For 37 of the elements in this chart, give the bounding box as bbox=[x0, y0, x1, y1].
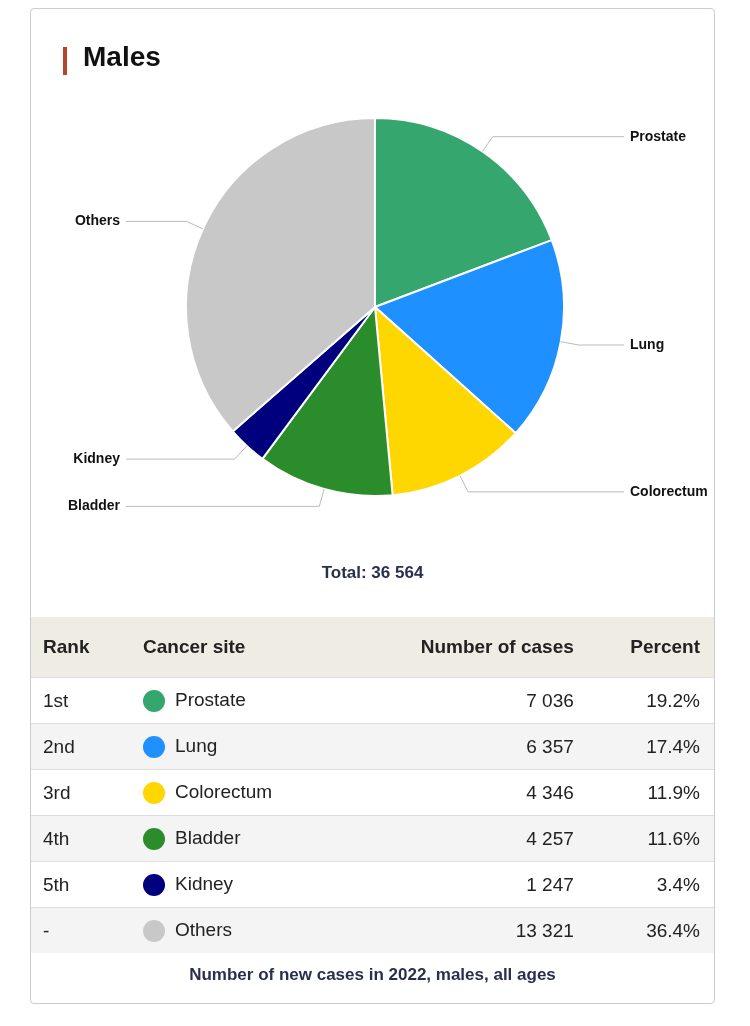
text: 3.4% bbox=[587, 861, 714, 908]
text: 19.2% bbox=[587, 677, 714, 724]
text: Rank bbox=[31, 617, 142, 678]
text: 36.4% bbox=[587, 907, 714, 953]
text: Total: 36 564 bbox=[320, 563, 425, 583]
chart-title: Males bbox=[83, 41, 161, 73]
text: Cancer site bbox=[142, 617, 338, 678]
legend-label: Bladder bbox=[142, 815, 338, 862]
slice-label: Prostate bbox=[630, 127, 687, 144]
text: 17.4% bbox=[587, 723, 714, 770]
legend-label: Kidney bbox=[142, 861, 338, 908]
data-label: 4 257 bbox=[337, 815, 588, 862]
text: Percent bbox=[587, 617, 714, 678]
legend-label: Prostate bbox=[142, 677, 338, 724]
data-label: 1 247 bbox=[337, 861, 588, 908]
slice-label: Kidney bbox=[73, 449, 121, 466]
legend-label: Lung bbox=[142, 723, 338, 770]
data-label: 6 357 bbox=[337, 723, 588, 770]
slice-label: Bladder bbox=[67, 497, 121, 514]
legend-label: Colorectum bbox=[142, 769, 338, 816]
data-label: 4 346 bbox=[337, 769, 588, 816]
text: 2nd bbox=[31, 723, 142, 770]
text: - bbox=[31, 907, 142, 953]
text: Number of new cases in 2022, males, all ages bbox=[188, 965, 557, 985]
legend-label: Others bbox=[142, 907, 338, 953]
data-label: 7 036 bbox=[337, 677, 588, 724]
slice-label: Lung bbox=[630, 335, 665, 352]
text: 3rd bbox=[31, 769, 142, 816]
text: 4th bbox=[31, 815, 142, 862]
text: Number of cases bbox=[337, 617, 588, 678]
slice-label: Colorectum bbox=[630, 482, 708, 499]
data-label: 13 321 bbox=[337, 907, 588, 953]
text: 5th bbox=[31, 861, 142, 908]
text: 1st bbox=[31, 677, 142, 724]
text: 11.9% bbox=[587, 769, 714, 816]
text: 11.6% bbox=[587, 815, 714, 862]
slice-label: Others bbox=[74, 212, 121, 229]
